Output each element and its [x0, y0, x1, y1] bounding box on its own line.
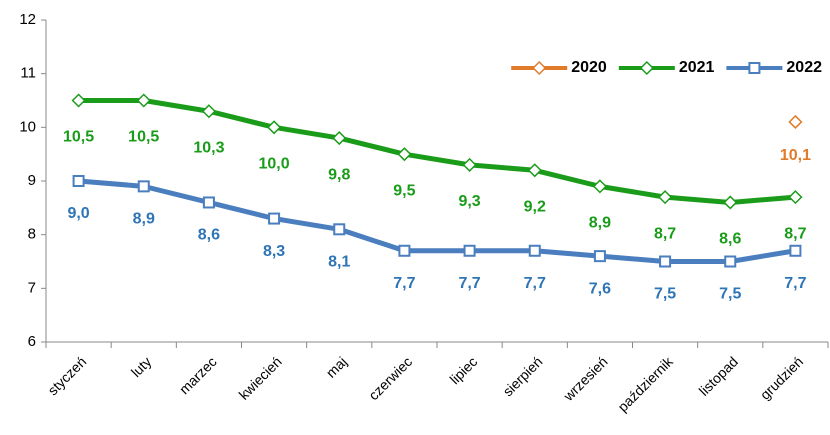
value-label: 10,5 [128, 129, 159, 146]
value-label: 9,5 [393, 182, 415, 199]
legend-label: 2021 [679, 59, 715, 76]
value-label: 8,7 [784, 225, 806, 242]
x-tick-label: lipiec [446, 353, 480, 387]
point [201, 104, 216, 119]
y-tick-label: 7 [28, 279, 36, 296]
point [397, 147, 412, 162]
point [462, 157, 477, 172]
point [789, 244, 802, 257]
y-tick-label: 8 [28, 226, 36, 243]
y-tick-label: 12 [19, 11, 36, 28]
point [788, 190, 803, 205]
y-tick-label: 9 [28, 172, 36, 189]
value-label: 9,3 [458, 193, 480, 210]
value-label: 10,1 [780, 147, 811, 164]
legend-label: 2020 [571, 59, 607, 76]
point [527, 163, 542, 178]
value-label: 9,0 [67, 205, 89, 222]
value-label: 8,1 [328, 254, 350, 271]
x-tick-label: październik [614, 353, 676, 415]
point [268, 212, 281, 225]
point [136, 93, 151, 108]
value-label: 9,2 [524, 198, 546, 215]
x-tick-label: sierpień [500, 353, 546, 399]
point [593, 250, 606, 263]
value-label: 10,3 [193, 139, 224, 156]
y-tick-label: 11 [20, 65, 36, 82]
series-line [78, 98, 796, 205]
value-label: 8,6 [719, 231, 741, 248]
legend-marker [532, 60, 547, 76]
point [137, 180, 150, 193]
value-label: 10,0 [259, 156, 290, 173]
value-label: 9,8 [328, 166, 350, 183]
point [267, 120, 282, 135]
series-line [78, 178, 796, 264]
x-tick-label: listopad [696, 353, 741, 398]
point [463, 244, 476, 257]
value-label: 8,3 [263, 243, 285, 260]
point [723, 195, 738, 210]
x-tick-label: czerwiec [365, 353, 415, 403]
x-tick-label: wrzesień [560, 353, 611, 404]
value-label: 7,5 [719, 286, 741, 303]
x-tick-label: styczeń [44, 353, 89, 398]
point [788, 114, 803, 130]
legend-label: 2022 [786, 59, 822, 76]
value-label: 8,9 [133, 211, 155, 228]
legend-marker [639, 60, 654, 76]
value-label: 10,5 [63, 129, 94, 146]
x-tick-label: grudzień [757, 353, 806, 402]
x-tick-label: kwiecień [236, 353, 285, 402]
point [592, 179, 607, 194]
x-tick-label: luty [128, 353, 155, 380]
point [72, 175, 85, 187]
point [528, 244, 541, 257]
point [724, 255, 737, 268]
value-label: 8,6 [198, 227, 220, 244]
point [659, 255, 672, 268]
y-tick-label: 10 [19, 118, 36, 135]
value-label: 7,7 [524, 275, 546, 292]
point [202, 196, 215, 209]
value-label: 8,9 [589, 215, 611, 232]
point [333, 223, 346, 236]
value-label: 7,7 [393, 275, 415, 292]
point [71, 93, 86, 108]
legend-marker [748, 62, 761, 74]
point [658, 190, 673, 205]
value-label: 8,7 [654, 225, 676, 242]
x-tick-label: maj [323, 353, 350, 380]
value-label: 7,7 [784, 275, 806, 292]
value-label: 7,6 [589, 280, 611, 297]
y-tick-label: 6 [28, 333, 36, 350]
value-label: 7,5 [654, 286, 676, 303]
value-label: 7,7 [458, 275, 480, 292]
x-tick-label: marzec [176, 353, 220, 397]
point [332, 131, 347, 146]
point [398, 244, 411, 257]
